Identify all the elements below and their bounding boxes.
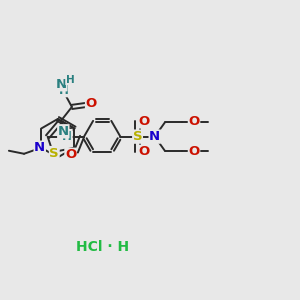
Text: H: H: [58, 84, 68, 97]
Text: N: N: [58, 125, 69, 138]
Text: O: O: [85, 97, 97, 110]
Text: N: N: [34, 141, 45, 154]
Text: O: O: [188, 115, 200, 128]
Text: N: N: [56, 78, 67, 91]
Text: O: O: [188, 146, 200, 158]
Text: N: N: [149, 130, 160, 143]
Text: S: S: [50, 147, 59, 160]
Text: H: H: [62, 130, 72, 142]
Text: S: S: [133, 130, 142, 143]
Text: H: H: [66, 74, 74, 85]
Text: O: O: [139, 145, 150, 158]
Text: HCl · H: HCl · H: [76, 240, 129, 254]
Text: O: O: [139, 115, 150, 128]
Text: O: O: [65, 148, 76, 161]
